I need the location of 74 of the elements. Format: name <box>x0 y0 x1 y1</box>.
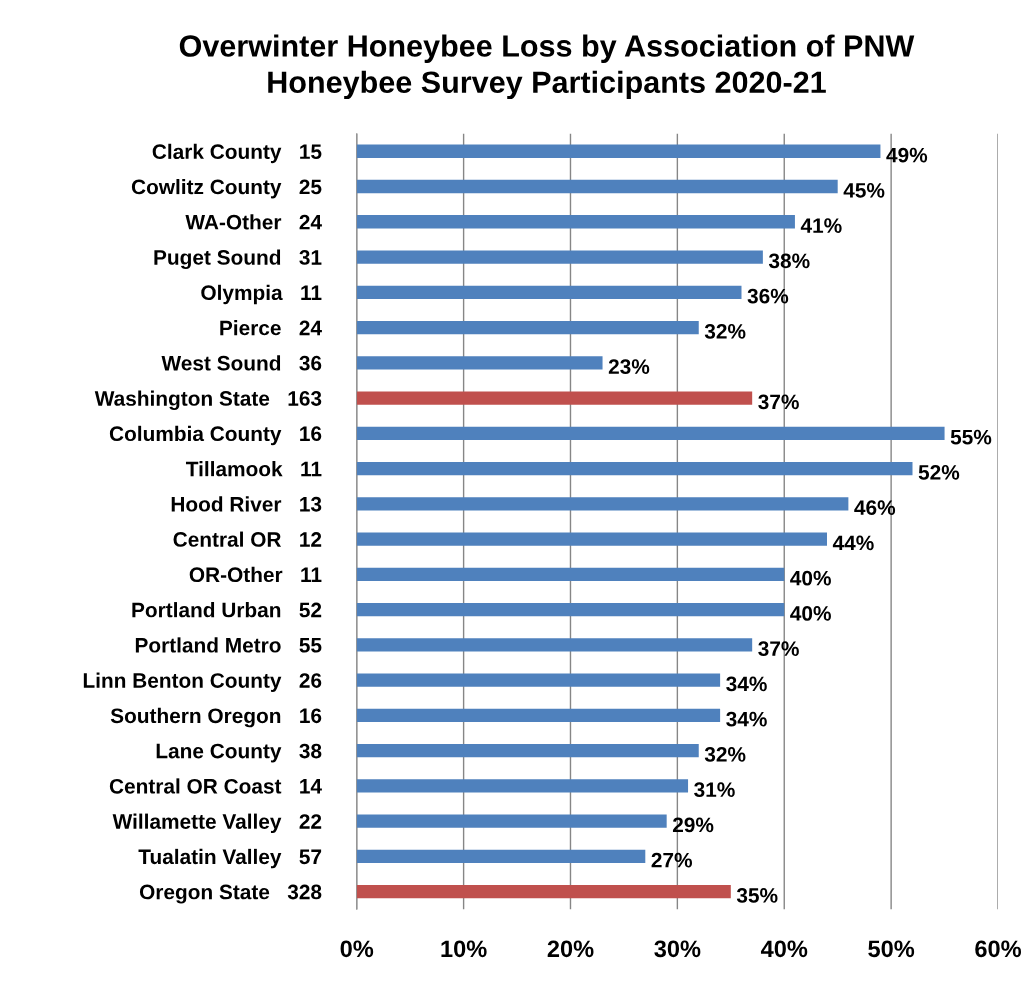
data-label: 41% <box>800 218 842 233</box>
bar <box>356 461 913 476</box>
bar <box>356 532 827 546</box>
y-tick-label: Columbia County 16 <box>109 425 322 446</box>
data-label: 40% <box>790 606 831 621</box>
y-tick-label: Olympia 11 <box>201 284 322 305</box>
y-tick-label: WA-Other 24 <box>185 214 322 230</box>
data-label: 37% <box>758 641 799 657</box>
x-tick-label: 10% <box>441 940 487 958</box>
data-label: 40% <box>790 570 831 586</box>
y-tick-label: OR-Other 11 <box>189 566 322 583</box>
bar <box>356 602 785 617</box>
y-tick-label: Pierce 24 <box>220 320 322 336</box>
y-tick-label: Lane County 38 <box>156 743 322 763</box>
data-label: 52% <box>918 465 960 480</box>
bar <box>356 673 721 687</box>
bar <box>356 849 646 864</box>
data-label: 55% <box>950 429 992 445</box>
data-label: 45% <box>843 183 885 198</box>
y-tick-label: Washington State 163 <box>94 390 322 411</box>
bar <box>356 884 731 899</box>
x-tick-label: 30% <box>654 940 701 958</box>
y-tick-label: Oregon State 328 <box>139 884 322 904</box>
data-label: 46% <box>854 500 896 515</box>
bar <box>356 779 689 793</box>
y-tick-label: Hood River 13 <box>171 496 322 512</box>
data-label: 23% <box>608 359 650 375</box>
bar <box>356 356 603 370</box>
y-tick-label: Southern Oregon 16 <box>110 707 322 728</box>
bar <box>356 285 742 300</box>
bar <box>356 743 699 758</box>
data-label: 36% <box>747 288 789 304</box>
bar <box>356 497 849 511</box>
bar <box>356 320 699 335</box>
y-tick-label: Tualatin Valley 57 <box>138 848 322 869</box>
data-label: 32% <box>704 747 746 762</box>
bar <box>356 567 785 582</box>
bar <box>356 144 881 159</box>
data-label: 29% <box>672 817 714 833</box>
data-label: 49% <box>886 147 928 163</box>
y-tick-label: Central OR Coast 14 <box>109 778 322 794</box>
bar <box>356 426 945 441</box>
x-tick-label: 0% <box>340 940 374 958</box>
x-tick-label: 20% <box>547 940 594 958</box>
bar <box>356 814 667 828</box>
y-tick-label: Portland Metro 55 <box>135 637 322 653</box>
data-label: 35% <box>736 888 778 903</box>
x-tick-label: 60% <box>975 940 1022 958</box>
data-label: 37% <box>758 394 799 410</box>
x-tick-label: 40% <box>760 940 808 958</box>
data-label: 27% <box>651 852 693 868</box>
y-tick-label: Cowlitz County 25 <box>131 179 322 199</box>
data-label: 38% <box>768 253 810 269</box>
data-label: 34% <box>726 711 767 727</box>
y-tick-label: Clark County 15 <box>152 143 322 164</box>
y-tick-label: Portland Urban 52 <box>132 602 322 618</box>
bar <box>356 708 721 723</box>
y-tick-label: Tillamook 11 <box>185 461 322 477</box>
bar <box>356 179 838 194</box>
y-tick-label: Central OR 12 <box>173 531 322 547</box>
y-tick-label: West Sound 36 <box>161 355 322 371</box>
bar <box>356 638 753 652</box>
bar <box>356 215 795 229</box>
data-label: 31% <box>694 782 735 798</box>
y-tick-label: Linn Benton County 26 <box>83 672 322 692</box>
x-tick-label: 50% <box>868 940 915 958</box>
bar <box>356 250 763 264</box>
y-tick-label: Puget Sound 31 <box>154 249 322 270</box>
data-label: 32% <box>704 323 746 339</box>
data-label: 34% <box>726 676 767 692</box>
chart-title: Overwinter Honeybee Loss by Association of PNW Honeybee Survey Participants 2020-21 <box>179 34 915 100</box>
y-tick-label: Willamette Valley 22 <box>112 813 322 834</box>
data-label: 44% <box>832 535 874 551</box>
bar <box>356 391 753 405</box>
